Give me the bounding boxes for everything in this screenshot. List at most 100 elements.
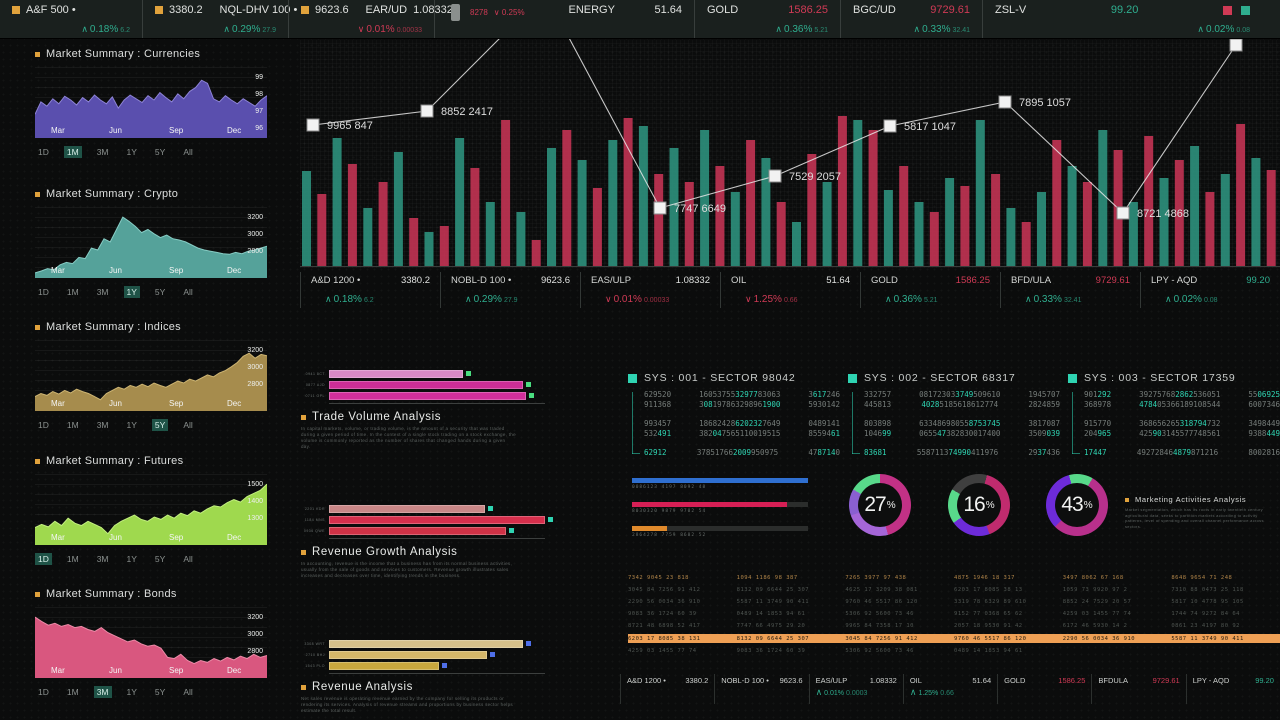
range-button-1m[interactable]: 1M	[66, 420, 79, 430]
bottom-ticker-group[interactable]: A&D 1200 • 3380.2	[620, 674, 714, 704]
range-button-3m[interactable]: 3M	[96, 420, 109, 430]
range-button-5y[interactable]: 5Y	[151, 419, 169, 431]
change-indicator: ∨ 1.25% 0.66	[745, 294, 798, 305]
progress-track	[632, 526, 808, 531]
ticker-cell[interactable]: 8278 ∨ 0.25%	[443, 3, 565, 36]
ticker-cell[interactable]: NQL-DHV 100 • ∧ 0.29% 27.9	[216, 3, 298, 36]
ticker-group[interactable]: ZSL-V 99.20 ∧ 0.02% 0.08	[982, 0, 1262, 38]
bullet-icon	[301, 414, 306, 420]
bottom-ticker-group[interactable]: NOBL-D 100 • 9623.6	[714, 674, 808, 704]
ticker-cell[interactable]: 3380.2	[151, 3, 216, 36]
ticker-group[interactable]: BGC/UD 9729.61 ∧ 0.33% 32.41	[840, 0, 982, 38]
mid-ticker-group[interactable]: BFD/ULA 9729.61 ∧ 0.33% 32.41	[1000, 272, 1140, 308]
range-button-1m[interactable]: 1M	[66, 287, 79, 297]
bt-cell: 5817 10 4778 95 105	[1171, 599, 1244, 605]
mid-ticker-group[interactable]: GOLD 1586.25 ∧ 0.36% 5.21	[860, 272, 1000, 308]
bottom-ticker-group[interactable]: GOLD 1586.25	[997, 674, 1091, 704]
mid-ticker-row-change: ∧ 0.33% 32.41	[1011, 294, 1130, 305]
ticker-value: 51.64	[654, 4, 682, 16]
range-button-all[interactable]: All	[183, 554, 193, 564]
range-button-1d[interactable]: 1D	[38, 420, 49, 430]
range-button-all[interactable]: All	[183, 420, 193, 430]
bt-cell: 3045 84 7256 91 412	[628, 587, 701, 593]
bt-cell: 6203 17 8085 38 13	[954, 587, 1023, 593]
range-button-5y[interactable]: 5Y	[154, 554, 166, 564]
range-button-1y[interactable]: 1Y	[126, 554, 137, 564]
range-button-1y[interactable]: 1Y	[123, 286, 140, 298]
sys-cell: 160537553297783063	[699, 390, 781, 399]
range-button-1y[interactable]: 1Y	[126, 147, 137, 157]
ticker-group[interactable]: A&F 500 • ∧ 0.18% 6.2	[0, 0, 142, 38]
bt-cell: 9760 46 5517 86 120	[954, 635, 1027, 642]
donut-percent-sign: %	[886, 499, 896, 511]
range-button-1m[interactable]: 1M	[66, 554, 79, 564]
ticker-cell[interactable]: BGC/UD 9729.61 ∧ 0.33% 32.41	[849, 3, 974, 36]
mid-ticker-row-main: GOLD 1586.25	[871, 275, 990, 286]
ticker-group[interactable]: GOLD 1586.25 ∧ 0.36% 5.21	[694, 0, 840, 38]
x-axis-label: Mar	[51, 126, 65, 135]
bt-cell: 9965 84 7358 17 10	[845, 623, 914, 629]
ticker-cell[interactable]: 9623.6	[297, 3, 362, 36]
range-button-3m[interactable]: 3M	[96, 147, 109, 157]
analysis-bar	[329, 650, 487, 659]
range-button-3m[interactable]: 3M	[96, 287, 109, 297]
ticker-slider-handle[interactable]	[451, 4, 460, 21]
sys-cell: 5930142	[808, 400, 840, 409]
ticker-group[interactable]: 9623.6 EAR/UD 1.08332 ∨ 0.01% 0.00033	[288, 0, 453, 38]
range-button-1m[interactable]: 1M	[66, 687, 79, 697]
y-axis-label: 97	[255, 108, 263, 115]
ticker-symbol: NQL-DHV 100 •	[219, 4, 298, 16]
sys-cell: 2824859	[1028, 400, 1060, 409]
ticker-cell[interactable]: ZSL-V 99.20 ∧ 0.02% 0.08	[991, 3, 1254, 36]
bullet-icon	[301, 549, 306, 555]
y-axis-label: 96	[255, 125, 263, 132]
sys-data-row: 803898 633486980558753745 3817087	[864, 419, 1060, 429]
ticker-cell[interactable]: A&F 500 • ∧ 0.18% 6.2	[8, 3, 134, 36]
range-button-3m[interactable]: 3M	[96, 554, 109, 564]
range-button-all[interactable]: All	[183, 147, 193, 157]
ticker-group[interactable]: 8278 ∨ 0.25% ENERGY 51.64	[434, 0, 694, 38]
change-delta: 32.41	[1063, 297, 1082, 304]
mid-ticker-group[interactable]: NOBL-D 100 • 9623.6 ∧ 0.29% 27.9	[440, 272, 580, 308]
range-button-5y[interactable]: 5Y	[154, 147, 166, 157]
mid-ticker-group[interactable]: A&D 1200 • 3380.2 ∧ 0.18% 6.2	[300, 272, 440, 308]
range-button-1d[interactable]: 1D	[35, 553, 52, 565]
mid-ticker-group[interactable]: LPY - AQD 99.20 ∧ 0.02% 0.08	[1140, 272, 1280, 308]
donut-center: 16%	[957, 483, 1001, 527]
group-gap	[644, 439, 840, 448]
sys-data-row: 83681 558711374990411976 2937436	[864, 448, 1060, 458]
bottom-ticker-group[interactable]: EAS/ULP 1.08332 ∧ 0.01% 0.0003	[808, 674, 903, 704]
ticker-cell[interactable]: EAR/UD 1.08332 ∨ 0.01% 0.00033	[358, 3, 453, 36]
range-button-3m[interactable]: 3M	[93, 686, 112, 698]
bottom-ticker-group[interactable]: OIL 51.64 ∧ 1.25% 0.66	[902, 674, 997, 704]
mid-ticker-group[interactable]: EAS/ULP 1.08332 ∨ 0.01% 0.00033	[580, 272, 720, 308]
analysis-bar	[329, 515, 545, 524]
range-button-5y[interactable]: 5Y	[154, 687, 166, 697]
sys-cell: 8559461	[808, 429, 840, 438]
range-button-5y[interactable]: 5Y	[154, 287, 166, 297]
change-percent: 1.25%	[918, 690, 939, 697]
panel-title: Market Summary : Bonds	[46, 588, 177, 600]
range-button-1d[interactable]: 1D	[38, 147, 49, 157]
ticker-group[interactable]: 3380.2 NQL-DHV 100 • ∧ 0.29% 27.9	[142, 0, 298, 38]
range-button-1y[interactable]: 1Y	[126, 420, 137, 430]
donut-value: 43	[1061, 493, 1083, 516]
svg-text:5817 1047: 5817 1047	[904, 121, 956, 133]
change-indicator: ∧ 0.02% 0.08	[1165, 294, 1218, 305]
range-button-1d[interactable]: 1D	[38, 287, 49, 297]
bottom-ticker-group[interactable]: BFDULA 9729.61	[1091, 674, 1185, 704]
range-button-all[interactable]: All	[183, 287, 193, 297]
mid-ticker-row-main: LPY - AQD 99.20	[1151, 275, 1270, 286]
bottom-ticker-group[interactable]: LPY - AQD 99.20	[1185, 674, 1280, 704]
range-button-all[interactable]: All	[183, 687, 193, 697]
mid-ticker-group[interactable]: OIL 51.64 ∨ 1.25% 0.66	[720, 272, 860, 308]
change-percent: 1.25%	[753, 294, 782, 305]
ticker-row-main: A&F 500 •	[12, 4, 130, 16]
range-button-1d[interactable]: 1D	[38, 687, 49, 697]
y-axis-label: 99	[255, 74, 263, 81]
range-button-1m[interactable]: 1M	[63, 146, 82, 158]
range-button-1y[interactable]: 1Y	[126, 687, 137, 697]
ticker-cell[interactable]: ENERGY 51.64	[565, 3, 687, 36]
x-axis-label: Mar	[51, 399, 65, 408]
ticker-cell[interactable]: GOLD 1586.25 ∧ 0.36% 5.21	[703, 3, 832, 36]
